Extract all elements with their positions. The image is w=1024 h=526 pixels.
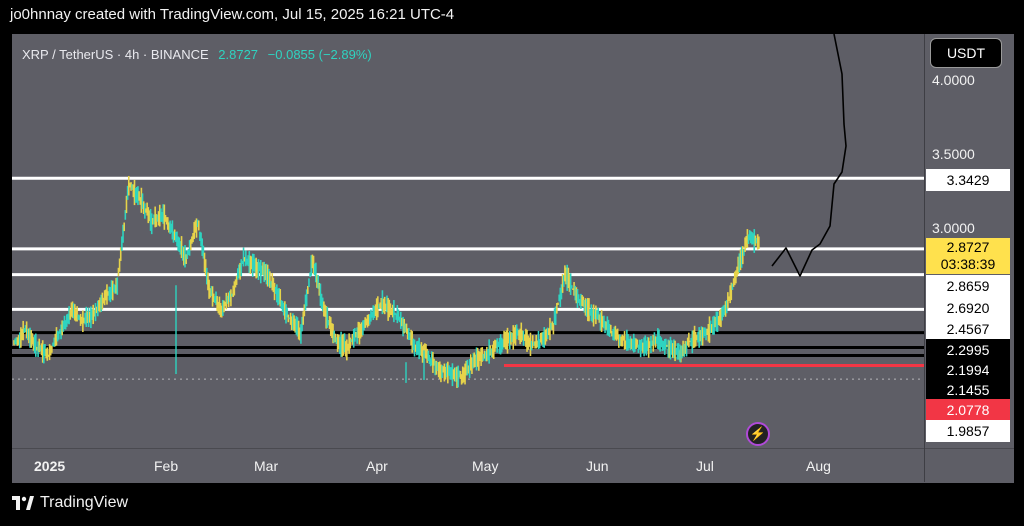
level-tag: 2.6920 bbox=[926, 297, 1010, 319]
symbol-change: −0.0855 (−2.89%) bbox=[267, 47, 372, 62]
level-tag: 2.2995 bbox=[926, 339, 1010, 361]
symbol-price: 2.8727 bbox=[218, 47, 259, 62]
symbol-name: XRP / TetherUS · 4h · BINANCE bbox=[22, 47, 209, 62]
x-tick-label: Aug bbox=[806, 458, 831, 474]
y-tick-label: 3.5000 bbox=[932, 146, 975, 162]
time-axis[interactable] bbox=[12, 448, 1014, 483]
price-chart[interactable] bbox=[12, 34, 1014, 482]
bar-countdown: 03:38:39 bbox=[940, 256, 996, 272]
symbol-legend[interactable]: XRP / TetherUS · 4h · BINANCE 2.8727 −0.… bbox=[22, 47, 372, 62]
level-tag: 2.8659 bbox=[926, 275, 1010, 297]
x-tick-label: Mar bbox=[254, 458, 279, 474]
chart-frame[interactable]: XRP / TetherUS · 4h · BINANCE 2.8727 −0.… bbox=[12, 34, 1014, 483]
last-price-value: 2.8727 bbox=[946, 239, 990, 255]
level-tag: 2.0778 bbox=[926, 399, 1010, 421]
x-tick-label: 2025 bbox=[34, 458, 66, 474]
footer-brand-label: TradingView bbox=[40, 494, 129, 511]
level-tag: 2.1455 bbox=[926, 379, 1010, 401]
level-tag: 3.3429 bbox=[926, 169, 1010, 191]
price-axis-separator bbox=[924, 34, 925, 482]
chart-author-header: jo0hnnay created with TradingView.com, J… bbox=[10, 6, 455, 23]
currency-button[interactable]: USDT bbox=[930, 38, 1002, 68]
level-tag: 2.1994 bbox=[926, 359, 1010, 381]
level-tag: 1.9857 bbox=[926, 420, 1010, 442]
x-tick-label: May bbox=[472, 458, 499, 474]
x-tick-label: Jul bbox=[696, 458, 714, 474]
replay-lightning-icon[interactable]: ⚡ bbox=[746, 422, 770, 446]
footer-brand: TradingView bbox=[12, 494, 128, 512]
tradingview-logo-icon bbox=[12, 496, 34, 510]
last-price-tag: 2.8727 03:38:39 bbox=[926, 238, 1010, 274]
y-tick-label: 3.0000 bbox=[932, 220, 975, 236]
level-tag: 2.4567 bbox=[926, 318, 1010, 340]
y-tick-label: 4.0000 bbox=[932, 72, 975, 88]
x-tick-label: Jun bbox=[586, 458, 609, 474]
x-tick-label: Apr bbox=[366, 458, 388, 474]
x-tick-label: Feb bbox=[154, 458, 179, 474]
projection-drawing bbox=[771, 34, 847, 277]
